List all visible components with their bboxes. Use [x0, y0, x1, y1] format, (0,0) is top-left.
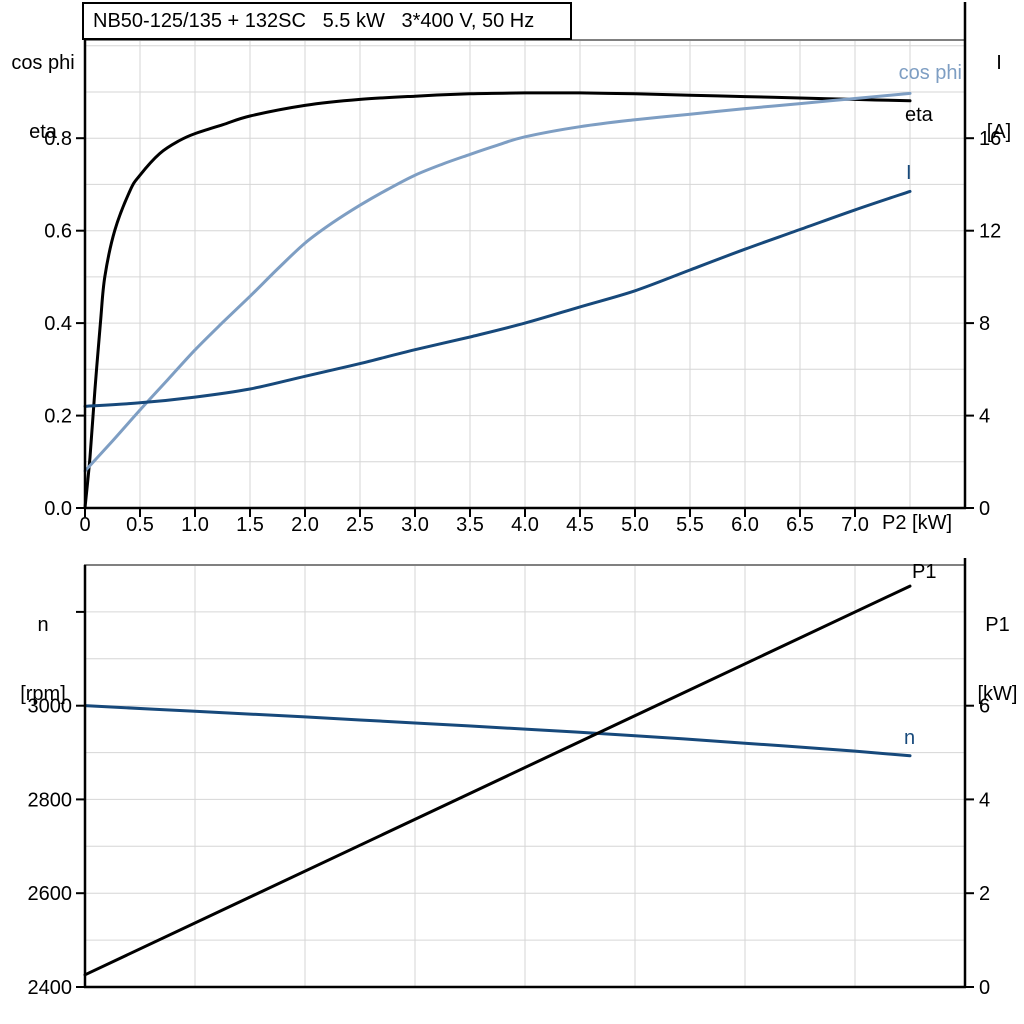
- gridlines: [85, 40, 965, 508]
- svg-text:4: 4: [979, 406, 990, 428]
- speed-curve: [83, 704, 912, 758]
- speed-curve-label: n: [904, 727, 916, 749]
- svg-text:0: 0: [79, 514, 90, 536]
- svg-text:7.0: 7.0: [841, 514, 869, 536]
- current-axis-label: I: [996, 52, 1002, 74]
- svg-text:1.5: 1.5: [236, 514, 264, 536]
- svg-text:3.0: 3.0: [401, 514, 429, 536]
- p1-curve: [83, 584, 912, 977]
- tick-labels: 2400 2600 2800 3000 0 2 4 6: [28, 696, 991, 999]
- svg-text:2800: 2800: [28, 789, 73, 811]
- top-right-axis-title: I [A]: [976, 6, 1022, 190]
- svg-text:2: 2: [979, 883, 990, 905]
- svg-text:5.0: 5.0: [621, 514, 649, 536]
- svg-text:4.0: 4.0: [511, 514, 539, 536]
- svg-text:0.2: 0.2: [44, 406, 72, 428]
- eta-axis-label: eta: [29, 121, 57, 143]
- svg-text:0.8: 0.8: [44, 128, 72, 150]
- cos-phi-axis-label: cos phi: [11, 52, 75, 74]
- p1-axis-label: P1: [985, 614, 1010, 636]
- kw-unit-label: [kW]: [977, 683, 1018, 705]
- svg-text:4: 4: [979, 789, 990, 811]
- svg-text:6.0: 6.0: [731, 514, 759, 536]
- eta-curve: [83, 91, 912, 510]
- ampere-unit-label: [A]: [986, 121, 1012, 143]
- svg-text:2600: 2600: [28, 883, 73, 905]
- axes: [83, 558, 967, 989]
- speed-axis-label: n: [37, 614, 49, 636]
- svg-text:12: 12: [979, 221, 1001, 243]
- eta-curve-label: eta: [905, 104, 933, 126]
- current-curve-label: I: [906, 162, 912, 184]
- svg-text:0.0: 0.0: [44, 498, 72, 520]
- ticks: [76, 610, 974, 988]
- current-curve: [83, 189, 912, 408]
- tick-labels: 0.0 0.2 0.4 0.6 0.8 0 4 8 12 16 0 0.5 1.0 1.5 2.0 2.5 3.…: [44, 128, 1001, 536]
- svg-text:1.0: 1.0: [181, 514, 209, 536]
- svg-text:3.5: 3.5: [456, 514, 484, 536]
- cos-phi-curve: [83, 91, 912, 473]
- svg-text:0: 0: [979, 977, 990, 999]
- svg-text:5.5: 5.5: [676, 514, 704, 536]
- svg-text:0: 0: [979, 498, 990, 520]
- svg-text:16: 16: [979, 128, 1001, 150]
- x-axis-label: P2 [kW]: [882, 512, 953, 534]
- svg-text:2400: 2400: [28, 977, 73, 999]
- cos-phi-curve-label: cos phi: [898, 62, 962, 84]
- svg-text:2.5: 2.5: [346, 514, 374, 536]
- chart-title-box: NB50-125/135 + 132SC 5.5 kW 3*400 V, 50 …: [82, 2, 572, 40]
- gridlines: [85, 565, 965, 987]
- svg-text:0.6: 0.6: [44, 221, 72, 243]
- bottom-left-axis-title: n [rpm]: [2, 568, 84, 752]
- svg-text:6: 6: [979, 696, 990, 718]
- chart-title: NB50-125/135 + 132SC 5.5 kW 3*400 V, 50 …: [93, 9, 535, 32]
- bottom-right-axis-title: P1 [kW]: [971, 568, 1024, 752]
- svg-text:2.0: 2.0: [291, 514, 319, 536]
- svg-text:6.5: 6.5: [786, 514, 814, 536]
- bottom-chart: 2400 2600 2800 3000 0 2 4 6: [28, 558, 991, 999]
- svg-text:4.5: 4.5: [566, 514, 594, 536]
- p1-curve-label: P1: [912, 561, 937, 583]
- svg-text:0.5: 0.5: [126, 514, 154, 536]
- svg-text:3000: 3000: [28, 696, 73, 718]
- ticks: [76, 137, 974, 517]
- svg-text:0.4: 0.4: [44, 313, 72, 335]
- top-chart: 0.0 0.2 0.4 0.6 0.8 0 4 8 12 16 0 0.5 1.0 1.5 2.0 2.5 3.…: [44, 2, 1001, 536]
- top-left-axis-title: cos phi eta: [2, 6, 84, 190]
- rpm-unit-label: [rpm]: [20, 683, 66, 705]
- svg-text:8: 8: [979, 313, 990, 335]
